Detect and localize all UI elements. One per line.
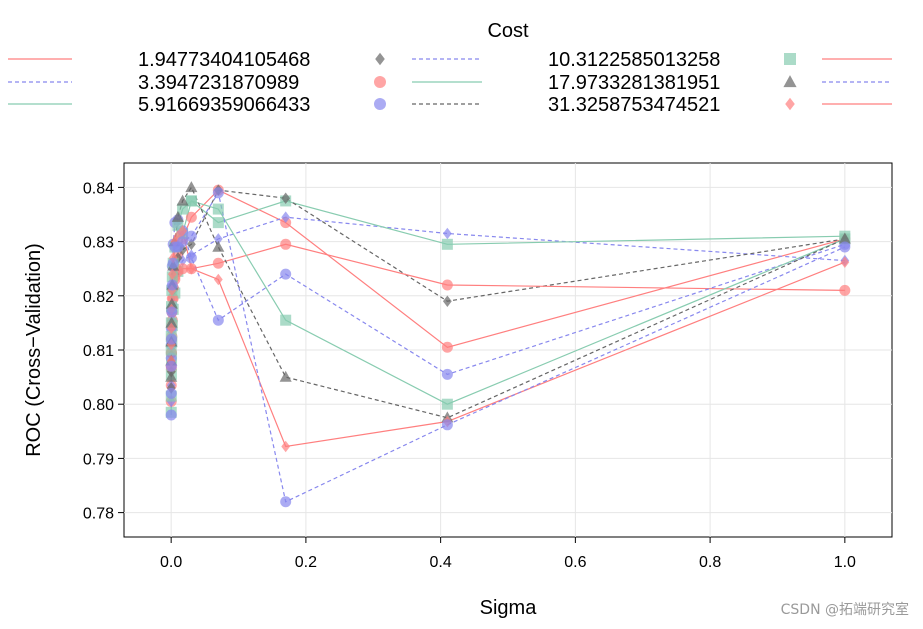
- data-point-8: [167, 268, 177, 280]
- series-line-1: [170, 216, 845, 402]
- data-point-9: [441, 419, 453, 431]
- data-point-0: [185, 211, 197, 223]
- data-point-8: [186, 262, 196, 275]
- x-tick-label: 0.2: [295, 554, 317, 571]
- legend-marker: [374, 76, 386, 88]
- legend-marker: [783, 75, 797, 88]
- data-point-2: [212, 217, 224, 229]
- data-point-6: [441, 398, 453, 410]
- data-point-9: [185, 230, 197, 242]
- watermark: CSDN @拓端研究室: [780, 602, 909, 618]
- legend-label: 10.3122585013258: [548, 49, 720, 71]
- x-axis: 0.0 0.2 0.4 0.6 0.8 1.0: [160, 537, 856, 571]
- y-tick-label: 0.84: [83, 180, 114, 197]
- series-line-2: [170, 199, 845, 413]
- data-point-7: [212, 240, 225, 252]
- data-point-9: [166, 333, 178, 345]
- data-point-1: [281, 211, 291, 223]
- series-line-8: [170, 229, 846, 448]
- data-point-9: [212, 187, 224, 199]
- data-point-9: [177, 236, 189, 248]
- y-axis-label: ROC (Cross−Validation): [23, 243, 45, 457]
- data-point-9: [165, 387, 177, 399]
- y-tick-label: 0.78: [83, 506, 114, 523]
- grid: [124, 163, 892, 537]
- data-point-7: [165, 297, 178, 309]
- data-point-7: [185, 181, 198, 193]
- data-point-7: [279, 370, 292, 382]
- x-tick-label: 1.0: [834, 554, 856, 571]
- data-point-4: [212, 257, 224, 269]
- x-axis-label: Sigma: [480, 597, 538, 619]
- legend-label: 1.94773404105468: [138, 49, 310, 71]
- data-point-4: [280, 238, 292, 250]
- data-point-9: [166, 306, 178, 318]
- data-point-5: [185, 252, 197, 264]
- legend-label: 3.3947231870989: [138, 72, 299, 94]
- y-tick-label: 0.83: [83, 235, 114, 252]
- data-point-6: [185, 195, 197, 207]
- legend-marker: [785, 97, 795, 111]
- data-point-7: [838, 232, 851, 244]
- data-point-4: [441, 279, 453, 291]
- data-point-5: [280, 268, 292, 280]
- series-markers: [165, 181, 851, 508]
- legend-marker: [375, 52, 385, 66]
- legend: 1.947734041054683.39472318709895.9166935…: [8, 49, 892, 116]
- data-point-1: [442, 227, 452, 240]
- y-axis: 0.78 0.79 0.80 0.81 0.82 0.83 0.84: [83, 180, 124, 523]
- data-point-9: [280, 496, 292, 508]
- data-point-8: [178, 224, 188, 237]
- x-tick-label: 0.8: [699, 554, 721, 571]
- data-point-9: [165, 409, 177, 421]
- data-point-7: [165, 316, 178, 328]
- data-point-6: [177, 203, 189, 215]
- series-line-9: [170, 191, 846, 503]
- x-tick-label: 0.6: [564, 554, 586, 571]
- data-point-3: [281, 192, 291, 205]
- data-point-0: [441, 341, 453, 353]
- legend-marker: [374, 98, 386, 110]
- y-tick-label: 0.79: [83, 451, 114, 468]
- data-point-5: [212, 314, 224, 326]
- series-line-4: [170, 243, 845, 367]
- legend-label: 5.91669359066433: [138, 94, 310, 116]
- data-point-4: [839, 284, 851, 296]
- x-tick-label: 0.0: [160, 554, 182, 571]
- data-point-3: [442, 295, 452, 307]
- series-lines: [170, 186, 846, 503]
- legend-marker: [784, 53, 796, 65]
- data-point-6: [212, 203, 224, 215]
- data-point-8: [281, 440, 291, 453]
- data-point-6: [172, 219, 184, 231]
- data-point-4: [177, 263, 189, 275]
- data-point-3: [186, 238, 196, 251]
- x-tick-label: 0.4: [430, 554, 452, 571]
- data-point-2: [441, 238, 453, 250]
- data-point-7: [171, 210, 184, 222]
- data-point-9: [167, 257, 179, 269]
- data-point-1: [213, 233, 223, 245]
- data-point-7: [176, 194, 189, 206]
- y-tick-label: 0.82: [83, 289, 114, 306]
- data-point-9: [839, 241, 851, 253]
- data-point-9: [166, 279, 178, 291]
- data-point-5: [441, 368, 453, 380]
- legend-label: 17.9733281381951: [548, 72, 720, 94]
- data-point-8: [166, 322, 176, 335]
- y-tick-label: 0.81: [83, 343, 114, 360]
- data-point-8: [213, 273, 223, 286]
- data-point-6: [280, 314, 292, 326]
- y-tick-label: 0.80: [83, 397, 114, 414]
- data-point-9: [165, 360, 177, 372]
- data-point-7: [165, 370, 178, 382]
- data-point-8: [840, 256, 850, 268]
- legend-title: Cost: [487, 20, 529, 42]
- legend-label: 31.3258753474521: [548, 94, 720, 116]
- data-point-8: [173, 230, 183, 242]
